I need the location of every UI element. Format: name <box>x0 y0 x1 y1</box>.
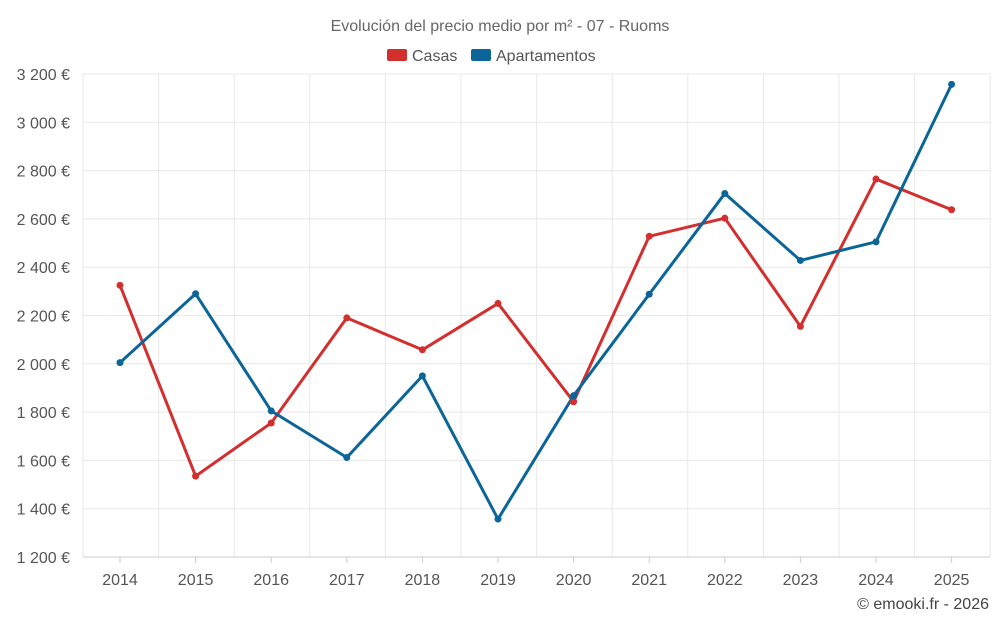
x-tick-label: 2024 <box>858 572 894 589</box>
data-point-apartamentos[interactable] <box>570 392 578 400</box>
data-point-apartamentos[interactable] <box>645 290 653 298</box>
axes <box>83 556 990 563</box>
data-point-casas[interactable] <box>645 232 653 240</box>
y-tick-label: 2 800 € <box>17 164 70 181</box>
data-point-casas[interactable] <box>494 299 502 307</box>
data-point-apartamentos[interactable] <box>721 190 729 198</box>
credit-text: © emooki.fr - 2026 <box>857 596 989 613</box>
x-tick-label: 2025 <box>934 572 970 589</box>
gridlines <box>82 73 991 558</box>
legend: Casas Apartamentos <box>387 48 596 65</box>
chart-title: Evolución del precio medio por m² - 07 -… <box>331 18 670 35</box>
x-tick-label: 2015 <box>178 572 214 589</box>
data-point-apartamentos[interactable] <box>796 256 804 264</box>
series <box>116 80 956 523</box>
data-point-apartamentos[interactable] <box>872 238 880 246</box>
data-point-casas[interactable] <box>267 419 275 427</box>
legend-label-apartamentos[interactable]: Apartamentos <box>496 48 596 65</box>
y-tick-label: 1 800 € <box>17 405 70 422</box>
data-point-casas[interactable] <box>570 398 578 406</box>
data-point-casas[interactable] <box>948 206 956 214</box>
y-tick-label: 3 000 € <box>17 115 70 132</box>
data-point-apartamentos[interactable] <box>948 80 956 88</box>
data-point-casas[interactable] <box>116 281 124 289</box>
data-point-casas[interactable] <box>343 314 351 322</box>
data-point-casas[interactable] <box>192 472 200 480</box>
data-point-casas[interactable] <box>418 346 426 354</box>
x-tick-label: 2020 <box>556 572 592 589</box>
data-point-apartamentos[interactable] <box>494 515 502 523</box>
x-tick-label: 2019 <box>480 572 516 589</box>
y-tick-label: 1 400 € <box>17 502 70 519</box>
x-tick-label: 2018 <box>405 572 441 589</box>
x-tick-label: 2021 <box>631 572 667 589</box>
y-tick-label: 2 000 € <box>17 357 70 374</box>
x-tick-label: 2017 <box>329 572 365 589</box>
y-tick-label: 3 200 € <box>17 67 70 84</box>
y-tick-label: 1 200 € <box>17 550 70 567</box>
y-tick-label: 1 600 € <box>17 453 70 470</box>
y-axis-ticks: 1 200 € 1 400 € 1 600 € 1 800 € 2 000 € 2 200… <box>17 67 70 567</box>
legend-swatch-apartamentos[interactable] <box>471 49 491 61</box>
x-tick-label: 2014 <box>102 572 138 589</box>
x-tick-label: 2022 <box>707 572 743 589</box>
x-tick-label: 2023 <box>783 572 819 589</box>
data-point-apartamentos[interactable] <box>116 359 124 367</box>
y-tick-label: 2 600 € <box>17 212 70 229</box>
data-point-apartamentos[interactable] <box>192 290 200 298</box>
data-point-casas[interactable] <box>721 214 729 222</box>
x-axis-ticks: 2014 2015 2016 2017 2018 2019 2020 2021 2022 2023… <box>102 572 969 589</box>
y-tick-label: 2 200 € <box>17 309 70 326</box>
x-tick-label: 2016 <box>253 572 289 589</box>
data-point-casas[interactable] <box>872 175 880 183</box>
legend-label-casas[interactable]: Casas <box>412 48 457 65</box>
y-tick-label: 2 400 € <box>17 260 70 277</box>
data-point-apartamentos[interactable] <box>267 407 275 415</box>
series-line-apartamentos[interactable] <box>118 82 954 521</box>
series-line-casas[interactable] <box>118 177 954 478</box>
data-point-apartamentos[interactable] <box>418 372 426 380</box>
data-point-casas[interactable] <box>796 322 804 330</box>
legend-swatch-casas[interactable] <box>387 49 407 61</box>
data-point-apartamentos[interactable] <box>343 454 351 462</box>
